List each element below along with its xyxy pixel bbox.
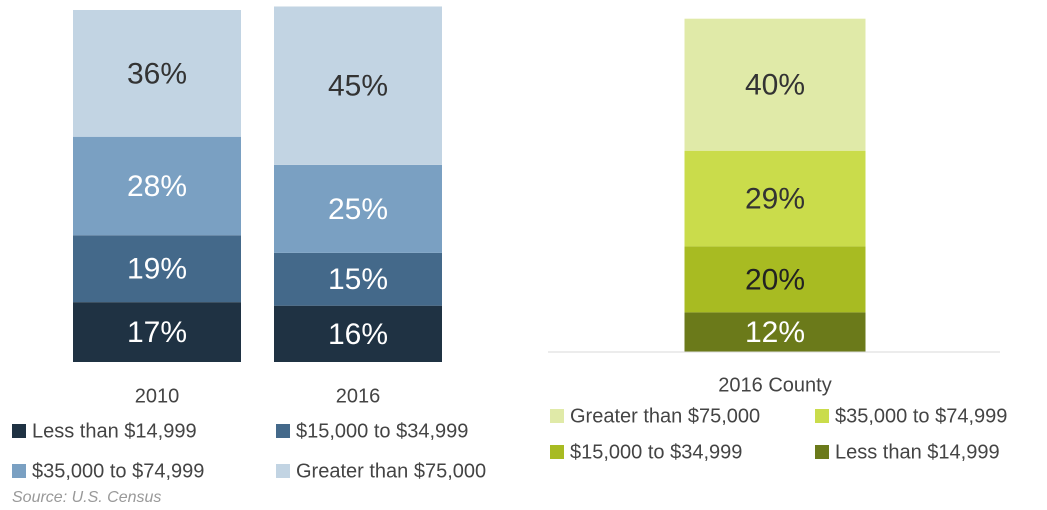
legend-swatch [276,424,290,438]
legend-label: $15,000 to $34,999 [570,441,742,463]
bar-segment [73,235,241,303]
legend-swatch [815,445,829,459]
legend-swatch [550,409,564,423]
legend-label: Greater than $75,000 [570,405,760,427]
bar-segment [274,305,442,362]
bar-segment [73,136,241,236]
category-label: 2010 [135,385,180,407]
legend-label: $35,000 to $74,999 [835,405,1007,427]
legend-swatch [815,409,829,423]
legend-label: Less than $14,999 [835,441,1000,463]
data-label: 36% [127,57,187,90]
data-label: 40% [745,69,805,102]
category-label: 2016 County [718,374,831,396]
data-label: 25% [328,193,388,226]
data-label: 20% [745,263,805,296]
data-label: 17% [127,316,187,349]
bar-segment [274,252,442,306]
legend-swatch [12,464,26,478]
source-note: Source: U.S. Census [12,489,161,506]
bar-segment [684,18,866,151]
data-label: 16% [328,318,388,351]
bar-segment [684,150,866,247]
legend-swatch [550,445,564,459]
data-label: 29% [745,182,805,215]
legend-swatch [276,464,290,478]
bar-segment [274,6,442,165]
bar-segment [684,312,866,352]
legend-label: $15,000 to $34,999 [296,420,468,442]
data-label: 19% [127,253,187,286]
data-label: 45% [328,70,388,103]
bar-segment [73,10,241,137]
legend-swatch [12,424,26,438]
bar-segment [274,164,442,253]
bar-segment [684,246,866,313]
legend-label: $35,000 to $74,999 [32,460,204,482]
legend-label: Greater than $75,000 [296,460,486,482]
legend-label: Less than $14,999 [32,420,197,442]
category-label: 2016 [336,385,381,407]
data-label: 12% [745,316,805,349]
bar-segment [73,302,241,362]
data-label: 28% [127,170,187,203]
data-label: 15% [328,263,388,296]
